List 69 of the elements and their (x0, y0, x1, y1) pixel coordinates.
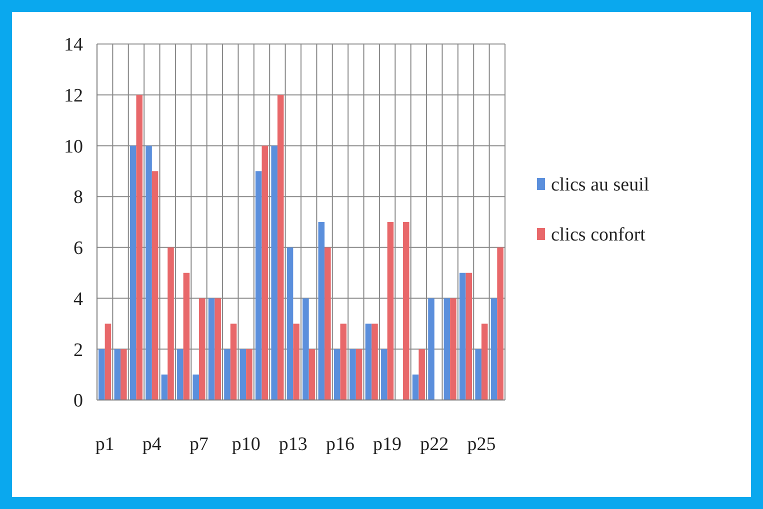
bar (372, 324, 378, 400)
bar (240, 349, 246, 400)
y-tick-label: 6 (74, 238, 83, 260)
bar (177, 349, 184, 400)
bar (208, 298, 215, 400)
bar (262, 146, 268, 400)
bar (246, 349, 252, 400)
bar (255, 171, 262, 400)
bar (497, 247, 504, 400)
bar (183, 272, 190, 400)
bar (104, 324, 112, 400)
bar (475, 349, 482, 400)
y-tick-label: 2 (74, 340, 83, 361)
bar (146, 146, 152, 400)
x-tick-label: p22 (420, 434, 449, 455)
bar (403, 222, 410, 400)
bar (334, 349, 340, 400)
bar (230, 324, 237, 400)
bar (136, 94, 143, 400)
bar (277, 94, 284, 400)
bar (444, 298, 450, 400)
bar (481, 324, 488, 400)
x-tick-label: p4 (142, 434, 162, 455)
x-tick-label: p7 (190, 434, 208, 455)
bar (459, 272, 466, 400)
legend-label: clics confort (551, 224, 646, 246)
y-tick-label: 0 (74, 390, 83, 412)
bar (428, 298, 434, 400)
bar (387, 222, 394, 400)
y-tick-label: 14 (64, 34, 84, 56)
bar (418, 349, 425, 400)
bar (199, 298, 206, 400)
bar (490, 298, 498, 400)
bar (340, 324, 347, 400)
x-tick-label: p16 (326, 434, 354, 455)
bar (271, 146, 278, 400)
bar (324, 247, 331, 400)
bar (356, 349, 362, 400)
bar (365, 324, 372, 400)
bar (152, 171, 158, 400)
bar (293, 324, 300, 400)
x-tick-label: p1 (95, 434, 114, 455)
bar (192, 374, 199, 400)
x-tick-label: p13 (278, 434, 308, 455)
bar (450, 298, 456, 400)
bar (350, 349, 356, 400)
bar (318, 222, 325, 400)
bar (302, 298, 309, 400)
x-tick-label: p19 (373, 434, 402, 455)
bar (114, 349, 121, 400)
bar (161, 374, 168, 400)
bar (286, 247, 294, 400)
bar (98, 349, 105, 400)
x-tick-label: p10 (232, 434, 260, 455)
y-tick-label: 10 (64, 136, 83, 158)
y-tick-label: 12 (64, 86, 83, 107)
bar (168, 247, 174, 400)
bar (120, 349, 127, 400)
bar (130, 146, 136, 400)
legend-label: clics au seuil (551, 174, 650, 196)
bar (214, 298, 221, 400)
y-tick-label: 4 (74, 288, 84, 310)
bar (381, 349, 388, 400)
y-tick-label: 8 (74, 187, 83, 208)
x-tick-label: p25 (467, 434, 496, 455)
bar (466, 272, 472, 400)
bar (412, 374, 419, 400)
bar (224, 349, 230, 400)
bar (308, 349, 316, 400)
